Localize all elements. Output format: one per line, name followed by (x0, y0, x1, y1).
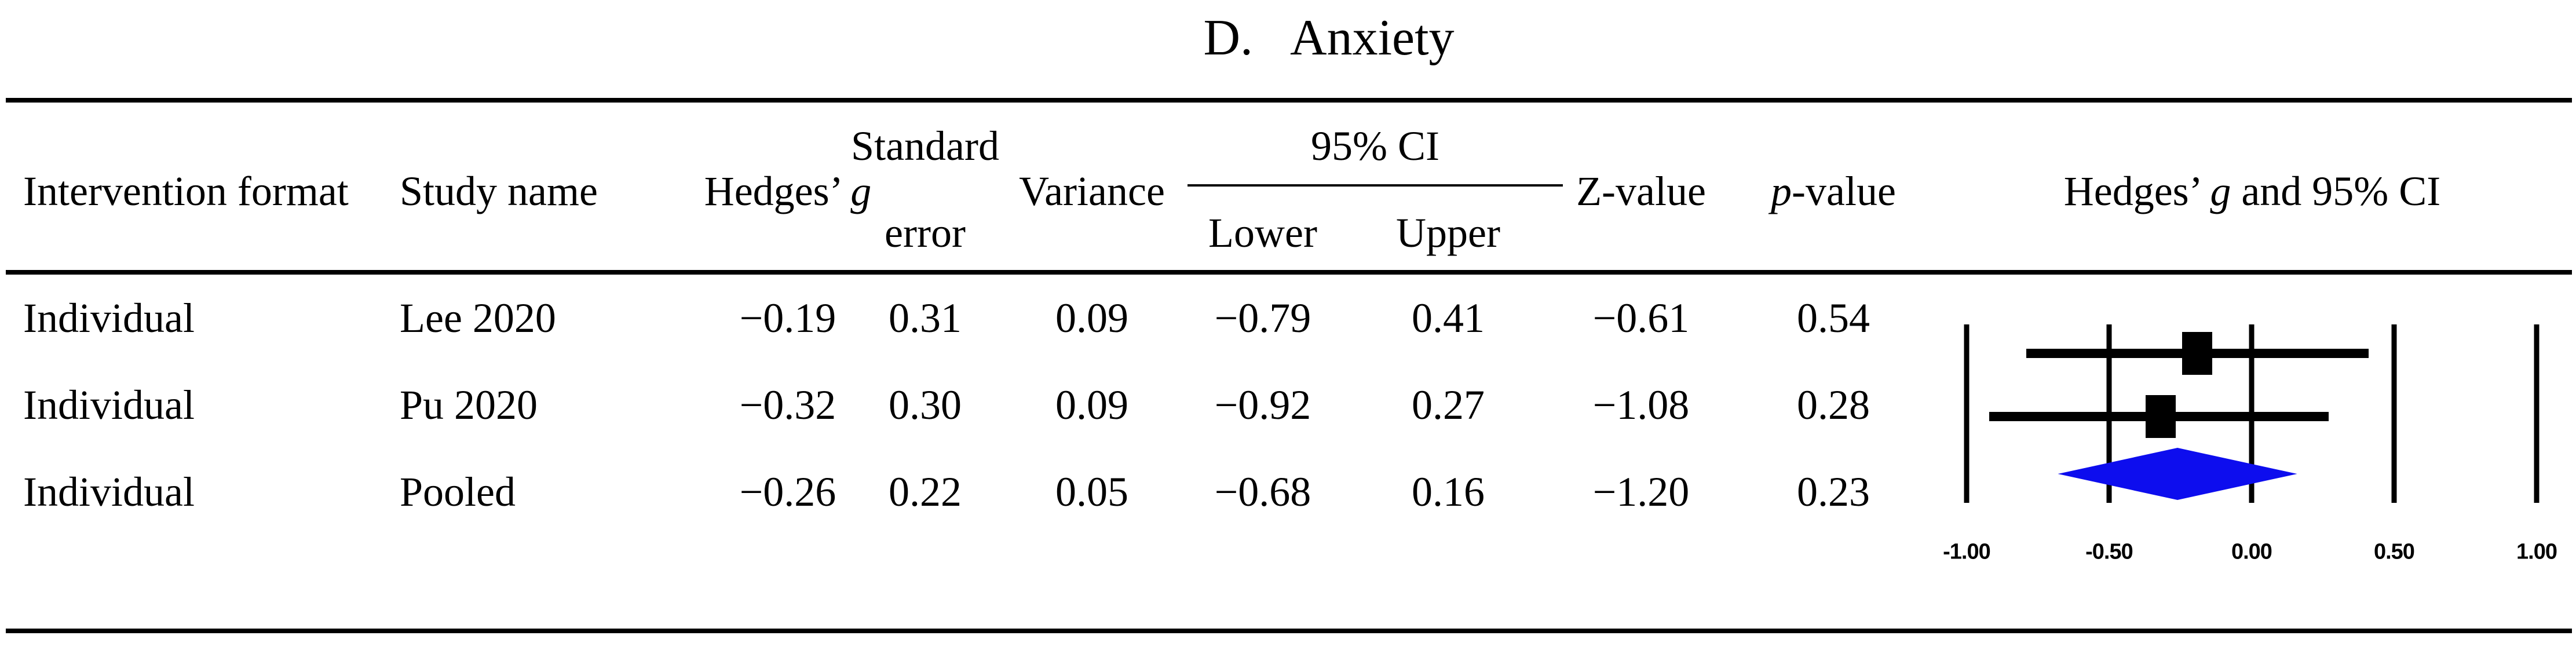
table-cell-variance: 0.05 (1055, 469, 1128, 515)
header-intervention-format: Intervention format (23, 168, 349, 214)
table-cell-upper: 0.41 (1412, 295, 1485, 341)
table-cell-g: −0.19 (739, 295, 836, 341)
axis-tick-label: -0.50 (2085, 539, 2133, 564)
table-cell-z: −0.61 (1592, 295, 1690, 341)
table-cell-lower: −0.92 (1214, 382, 1311, 428)
table-cell-z: −1.20 (1592, 469, 1690, 515)
table-cell-g: −0.32 (739, 382, 836, 428)
table-cell-p: 0.23 (1797, 469, 1870, 515)
axis-tick-label: 0.00 (2231, 539, 2272, 564)
effect-square (2145, 395, 2176, 438)
table-cell-lower: −0.79 (1214, 295, 1311, 341)
table-cell-upper: 0.27 (1412, 382, 1485, 428)
header-ci-upper: Upper (1396, 210, 1500, 256)
header-variance: Variance (1019, 168, 1165, 214)
table-cell-z: −1.08 (1592, 382, 1690, 428)
header-standard: Standard (851, 123, 999, 169)
axis-tick-label: -1.00 (1943, 539, 1991, 564)
axis-tick-label: 0.50 (2373, 539, 2415, 564)
axis-tick-label: 1.00 (2516, 539, 2557, 564)
table-cell-format: Individual (23, 469, 195, 515)
header-p-value: p-value (1771, 168, 1896, 214)
header-hedges-g: Hedges’ g (704, 168, 872, 214)
header-error: error (885, 210, 966, 256)
table-cell-lower: −0.68 (1214, 469, 1311, 515)
page-title: D. Anxiety (1203, 13, 1454, 64)
effect-square (2182, 332, 2213, 375)
plot-gridline (1964, 324, 1970, 503)
table-cell-g: −0.26 (739, 469, 836, 515)
bottom-rule (6, 629, 2572, 633)
ci-spanner-line (1187, 184, 1563, 187)
table-cell-variance: 0.09 (1055, 295, 1128, 341)
header-z-value: Z-value (1576, 168, 1706, 214)
header-ci-lower: Lower (1208, 210, 1317, 256)
header-study-name: Study name (400, 168, 598, 214)
pooled-diamond (2058, 448, 2297, 500)
table-cell-format: Individual (23, 382, 195, 428)
table-cell-study: Pooled (400, 469, 516, 515)
table-cell-se: 0.22 (889, 469, 962, 515)
header-95ci-spanner: 95% CI (1311, 123, 1439, 169)
forest-plot-area: -1.00 -0.50 0.00 0.50 1.00 (1929, 324, 2572, 564)
table-cell-p: 0.54 (1797, 295, 1870, 341)
plot-gridline (2391, 324, 2397, 503)
table-cell-upper: 0.16 (1412, 469, 1485, 515)
plot-gridline (2534, 324, 2540, 503)
table-cell-se: 0.31 (889, 295, 962, 341)
table-cell-study: Lee 2020 (400, 295, 556, 341)
title-letter: D. (1203, 10, 1254, 66)
header-bottom-rule (6, 270, 2572, 275)
header-forest-plot: Hedges’ g and 95% CI (2063, 168, 2441, 214)
top-rule (6, 98, 2572, 103)
table-cell-se: 0.30 (889, 382, 962, 428)
table-cell-variance: 0.09 (1055, 382, 1128, 428)
title-text: Anxiety (1290, 10, 1455, 66)
table-cell-format: Individual (23, 295, 195, 341)
table-cell-p: 0.28 (1797, 382, 1870, 428)
table-cell-study: Pu 2020 (400, 382, 538, 428)
